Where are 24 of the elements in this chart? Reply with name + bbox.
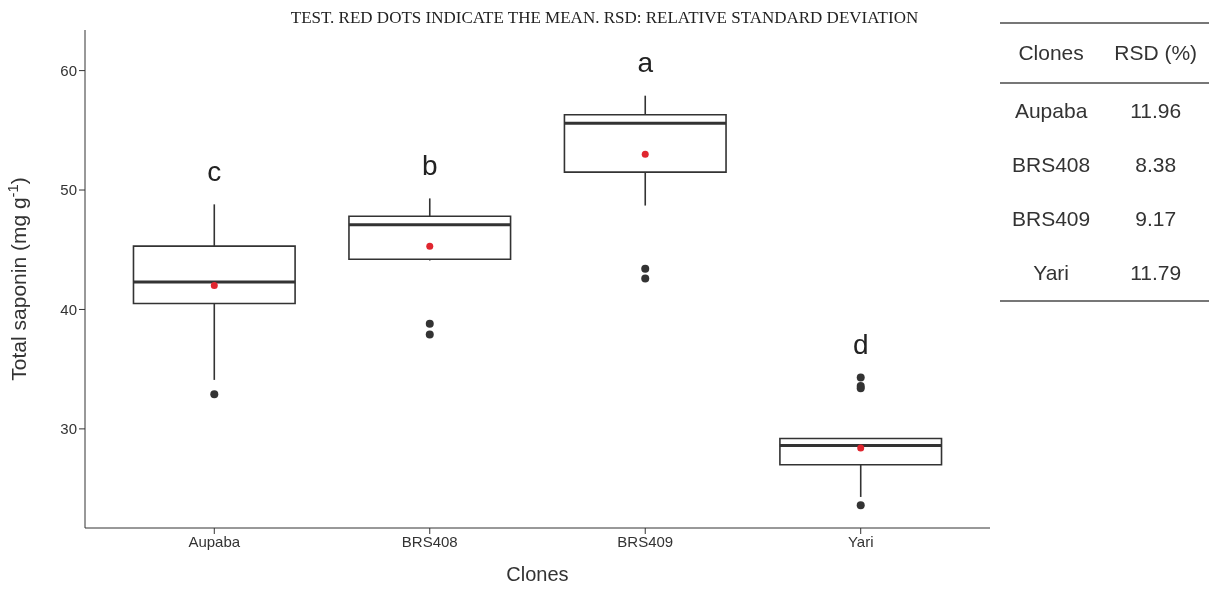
y-tick-label: 50: [60, 181, 77, 199]
y-tick-label: 40: [60, 300, 77, 318]
text: RSD (%): [1113, 40, 1199, 66]
annotation: c: [207, 155, 222, 187]
data-label: 9.17: [1134, 206, 1178, 232]
text: Clones: [1017, 40, 1085, 66]
x-tick-label: Yari: [847, 532, 874, 550]
text: TEST. RED DOTS INDICATE THE MEAN. RSD: RELATIVE STANDARD DEVIATION: [289, 8, 920, 28]
data-label: 11.79: [1129, 260, 1183, 286]
annotation: d: [852, 329, 869, 361]
x-tick-label: BRS409: [617, 532, 674, 550]
data-label: 8.38: [1134, 152, 1178, 178]
x-tick-label: BRS408: [401, 532, 458, 550]
category-label: BRS408: [1011, 152, 1092, 178]
data-label: 11.96: [1129, 98, 1183, 124]
category-label: BRS409: [1011, 206, 1092, 232]
x-axis-title: Clones: [506, 563, 569, 585]
x-tick-label: Aupaba: [188, 532, 241, 550]
category-label: Yari: [1032, 260, 1070, 286]
y-tick-label: 60: [60, 61, 77, 79]
annotation: a: [637, 47, 654, 79]
annotation: b: [421, 149, 438, 181]
category-label: Aupaba: [1013, 98, 1089, 124]
y-tick-label: 30: [60, 420, 77, 438]
